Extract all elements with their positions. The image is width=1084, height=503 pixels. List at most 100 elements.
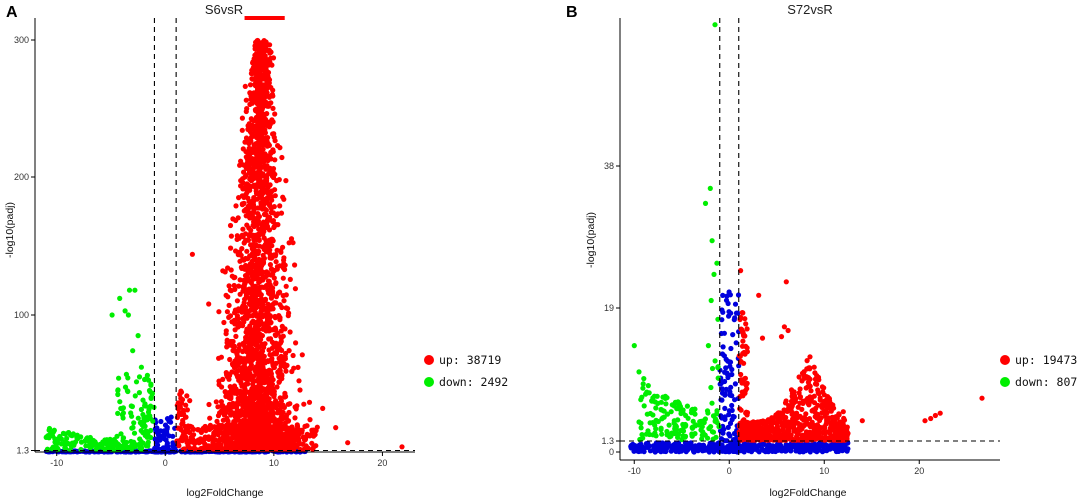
up-point <box>255 121 261 127</box>
up-point <box>263 207 269 213</box>
up-point <box>293 406 299 412</box>
up-point <box>244 149 251 155</box>
up-point <box>265 358 271 365</box>
down-point <box>668 409 674 415</box>
up-point <box>278 426 284 432</box>
up-point <box>275 370 281 376</box>
up-point <box>246 301 252 307</box>
up-point <box>269 359 275 365</box>
down-point <box>62 442 68 448</box>
down-point <box>675 434 681 440</box>
up-point <box>256 291 262 297</box>
up-point <box>290 240 296 246</box>
up-point <box>234 437 240 443</box>
up-point <box>254 258 260 264</box>
down-point <box>118 444 125 450</box>
down-point <box>712 416 719 422</box>
up-point <box>256 226 262 232</box>
ns-point <box>717 381 723 387</box>
ns-point <box>725 424 731 430</box>
up-point <box>233 248 239 254</box>
ns-point <box>803 448 809 454</box>
up-point <box>797 400 803 406</box>
up-point <box>250 329 256 335</box>
ns-point <box>636 444 642 450</box>
down-point <box>124 388 130 394</box>
down-point <box>150 418 156 424</box>
up-point <box>224 309 230 315</box>
up-point <box>223 331 229 337</box>
down-point <box>129 425 135 431</box>
up-point <box>826 396 833 402</box>
up-point <box>240 288 246 294</box>
up-point <box>221 437 227 443</box>
up-point <box>273 419 279 425</box>
up-point <box>236 345 242 352</box>
down-point <box>144 372 150 378</box>
up-point <box>282 392 288 398</box>
up-point <box>265 270 271 276</box>
down-point <box>655 418 661 425</box>
x-tick-label: 20 <box>377 458 387 468</box>
up-point <box>808 388 814 394</box>
up-point <box>235 316 241 322</box>
up-point <box>265 184 271 190</box>
up-point <box>333 425 339 431</box>
ns-point <box>729 366 735 373</box>
up-point <box>211 430 217 436</box>
up-point <box>257 433 264 439</box>
up-point <box>239 383 245 389</box>
up-point <box>235 215 241 221</box>
ns-point <box>785 445 791 451</box>
up-point <box>281 437 287 443</box>
up-point <box>816 391 822 397</box>
up-point <box>311 433 317 439</box>
up-point <box>221 319 227 326</box>
ns-point <box>723 365 729 371</box>
up-point <box>231 419 237 425</box>
up-point <box>285 418 291 424</box>
up-point <box>764 424 771 430</box>
down-point <box>640 381 646 387</box>
up-point <box>271 252 277 258</box>
down-point <box>144 414 150 420</box>
up-point <box>251 235 257 241</box>
down-point <box>138 438 144 444</box>
up-point <box>796 425 802 431</box>
up-point <box>220 268 226 274</box>
down-point <box>667 434 673 440</box>
up-point <box>183 428 189 434</box>
ns-point <box>732 448 739 454</box>
up-point <box>279 323 285 329</box>
up-point <box>256 284 263 290</box>
up-point <box>252 124 258 130</box>
down-point <box>711 271 717 277</box>
up-point <box>242 446 248 453</box>
down-point <box>710 436 716 442</box>
up-point <box>258 129 265 135</box>
up-point <box>292 262 298 268</box>
up-point <box>241 303 247 309</box>
up-point <box>222 389 228 395</box>
up-point <box>283 305 289 311</box>
up-point <box>288 236 295 242</box>
ns-point <box>154 438 160 445</box>
up-point <box>260 202 267 208</box>
down-point <box>712 22 718 28</box>
down-point <box>666 422 672 428</box>
up-point <box>196 440 202 446</box>
up-point <box>187 398 193 404</box>
up-point <box>269 188 275 194</box>
up-point <box>225 404 231 411</box>
down-point <box>109 312 115 318</box>
down-point <box>712 358 718 364</box>
down-point <box>82 438 88 444</box>
up-point <box>287 276 293 282</box>
down-point <box>130 444 136 450</box>
up-point <box>250 397 256 403</box>
up-point <box>399 444 405 450</box>
up-point <box>237 277 243 283</box>
up-point <box>305 445 312 451</box>
up-point <box>202 441 208 447</box>
up-point <box>219 446 225 452</box>
